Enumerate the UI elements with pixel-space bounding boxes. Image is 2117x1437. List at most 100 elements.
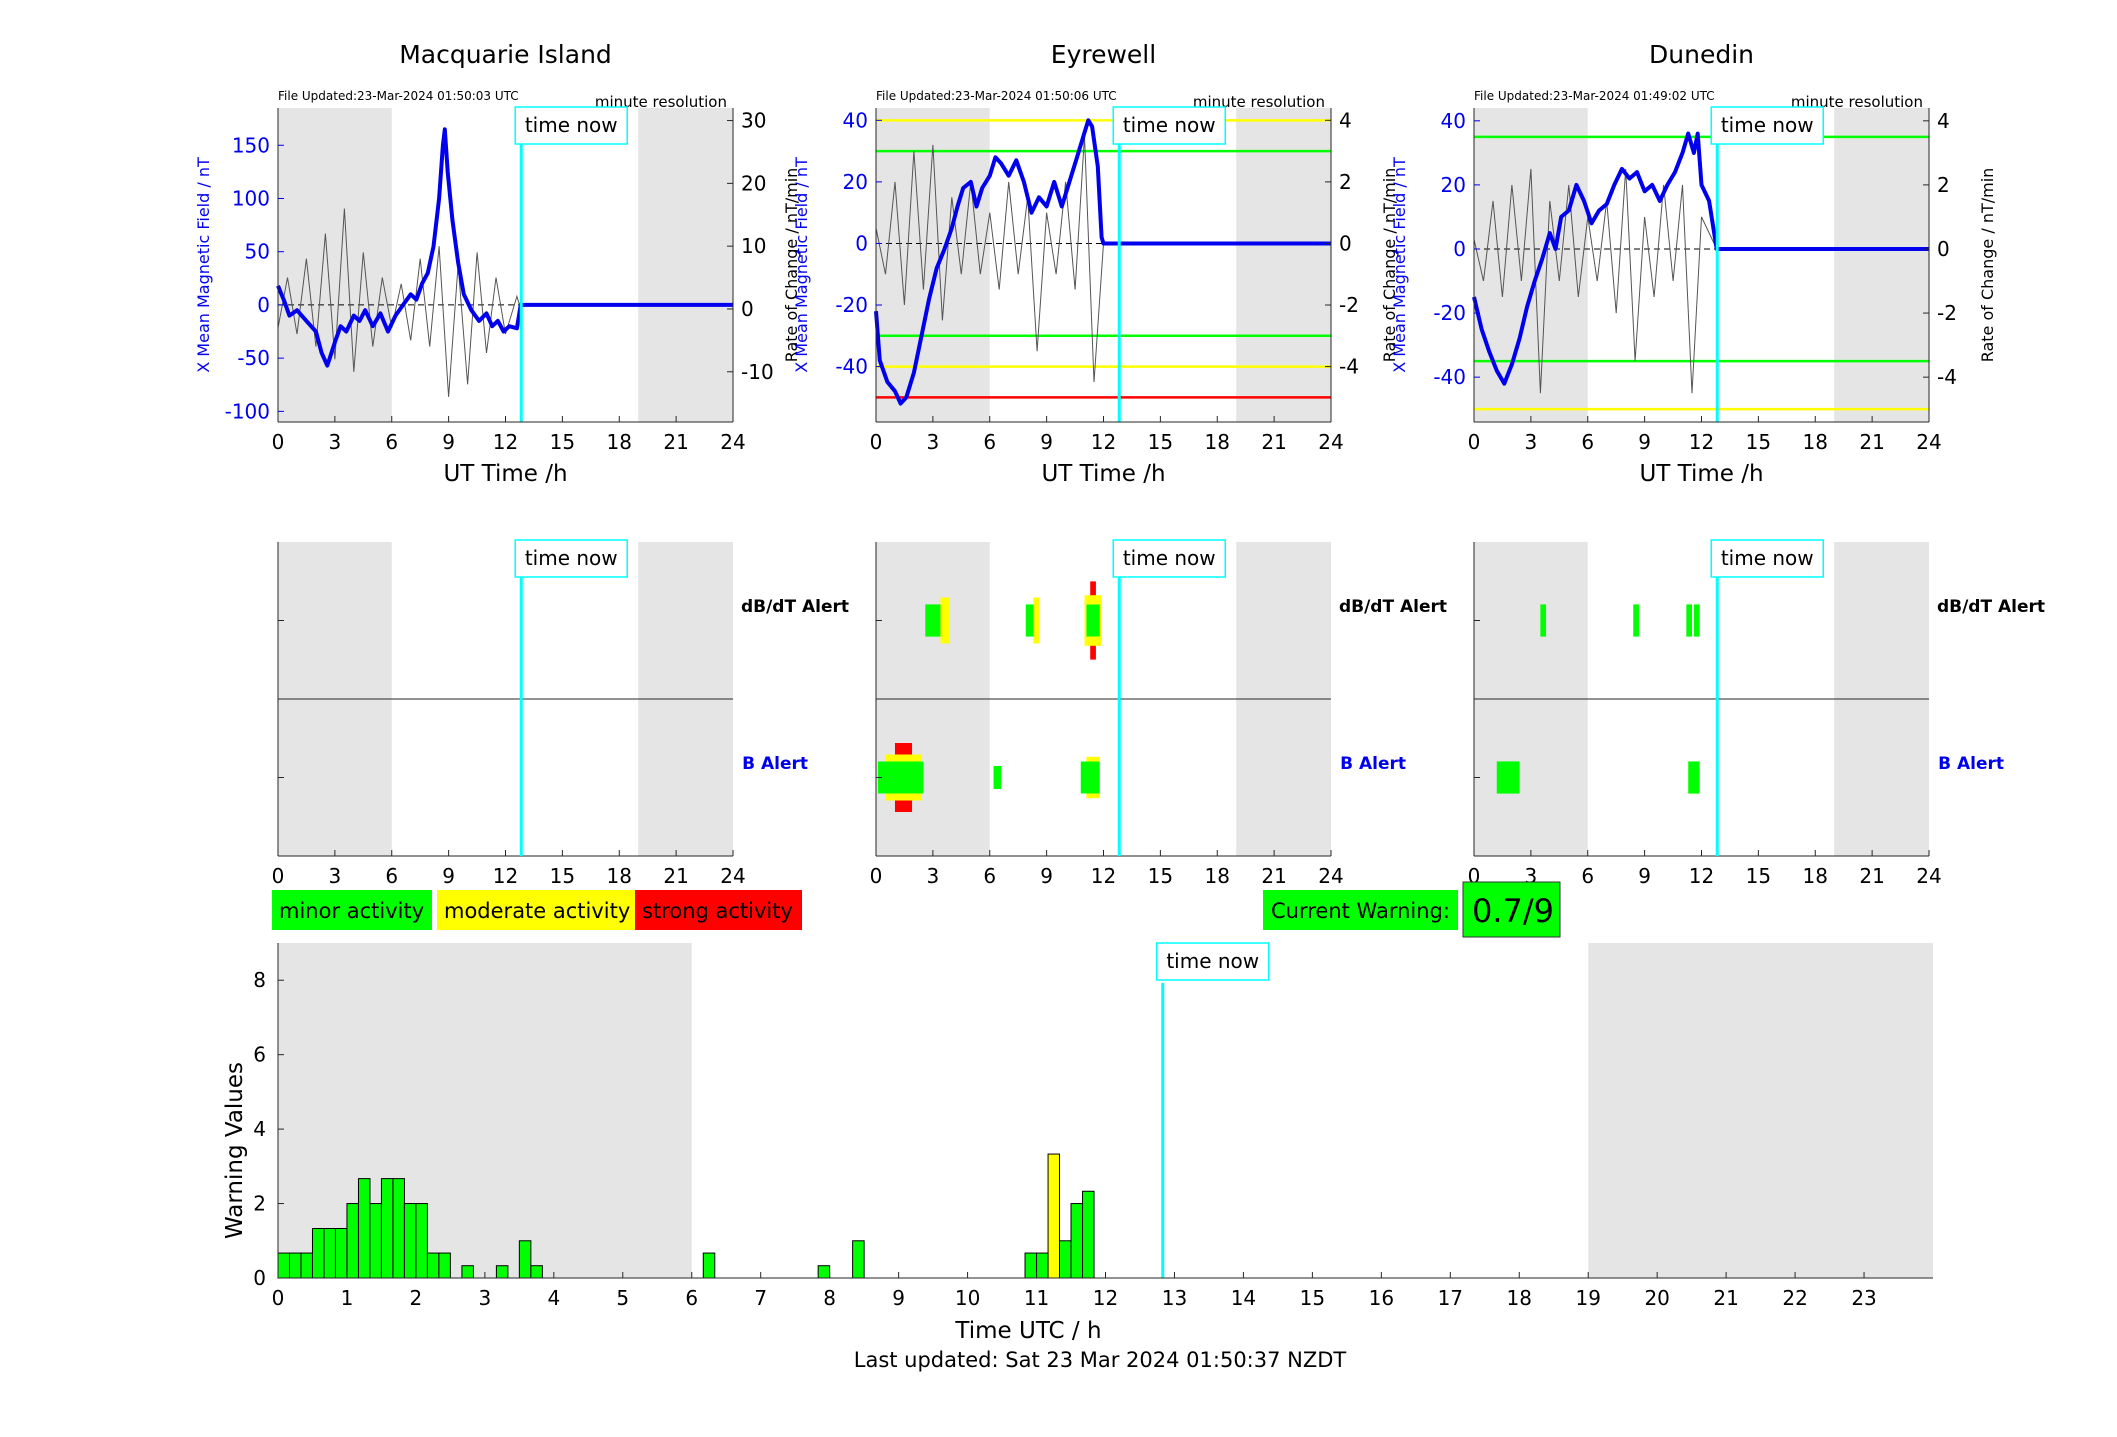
x-tick-label: 18 (1803, 430, 1828, 454)
x-tick-label: 21 (1261, 430, 1286, 454)
x-tick-label: 9 (1638, 430, 1651, 454)
dbdt-alert-label: dB/dT Alert (1339, 597, 1447, 617)
alert-time-now-box (1710, 539, 1824, 578)
right-axis-label: Rate of Change / nT/min (1380, 168, 1399, 363)
dbdt-alert-block (1025, 604, 1034, 637)
x-tick-label: 3 (329, 430, 342, 454)
x-tick-label: 0 (870, 430, 883, 454)
warning-night-shading (278, 943, 692, 1278)
alert-x-tick-label: 12 (1689, 864, 1714, 888)
left-tick-label: 40 (1441, 109, 1466, 133)
station-panel-2: Dunedin File Updated:23-Mar-2024 01:49:02… (1390, 40, 2045, 888)
activity-legend: minor activity moderate activity strong … (272, 890, 802, 930)
x-tick-label: 24 (1318, 430, 1343, 454)
alert-x-tick-label: 12 (493, 864, 518, 888)
current-warning-value: 0.7/9 (1472, 892, 1554, 930)
x-axis-label: UT Time /h (443, 461, 567, 487)
warning-bar (426, 1252, 440, 1279)
warning-bar (702, 1252, 716, 1279)
rate-of-change-line (875, 135, 1104, 383)
warning-x-tick-label: 4 (547, 1286, 560, 1310)
legend-minor-label: minor activity (279, 899, 424, 923)
right-tick-label: 2 (1937, 173, 1950, 197)
warning-x-tick-label: 10 (955, 1286, 980, 1310)
current-warning-label: Current Warning: (1271, 899, 1450, 923)
warning-x-tick-label: 16 (1369, 1286, 1394, 1310)
left-tick-label: 40 (843, 108, 868, 132)
alert-time-now-box (514, 539, 628, 578)
left-axis-label: X Mean Magnetic Field / nT (1390, 157, 1409, 373)
alert-x-tick-label: 21 (1859, 864, 1884, 888)
station-panels: Macquarie Island File Updated:23-Mar-2024… (194, 40, 2045, 888)
right-tick-label: 4 (1937, 109, 1950, 133)
legend-strong-label: strong activity (642, 899, 793, 923)
warning-bar (415, 1203, 428, 1279)
warning-y-tick-label: 8 (253, 968, 266, 992)
warning-x-tick-label: 6 (685, 1286, 698, 1310)
alert-x-tick-label: 3 (329, 864, 342, 888)
alert-x-tick-label: 12 (1091, 864, 1116, 888)
left-axis-label: X Mean Magnetic Field / nT (792, 157, 811, 373)
station-title: Macquarie Island (399, 40, 612, 69)
dbdt-alert-block (1540, 604, 1547, 637)
warning-bar (852, 1240, 865, 1279)
alert-x-tick-label: 15 (1746, 864, 1771, 888)
time-now-label: time now (1721, 113, 1814, 137)
station-panel-0: Macquarie Island File Updated:23-Mar-2024… (194, 40, 849, 888)
b-alert-block (1688, 761, 1700, 794)
dbdt-alert-label: dB/dT Alert (1937, 597, 2045, 617)
current-warning-label-box (1263, 890, 1458, 930)
b-alert-block (1496, 761, 1520, 794)
warning-x-tick-label: 3 (479, 1286, 492, 1310)
alert-time-now-label: time now (1123, 546, 1216, 570)
alert-x-tick-label: 18 (1205, 864, 1230, 888)
x-tick-label: 21 (663, 430, 688, 454)
station-title: Dunedin (1649, 40, 1754, 69)
right-tick-label: -2 (1937, 301, 1957, 325)
alert-x-tick-label: 3 (927, 864, 940, 888)
alert-time-now-box (1112, 539, 1226, 578)
right-tick-label: 0 (741, 297, 754, 321)
dbdt-alert-label: dB/dT Alert (741, 597, 849, 617)
warning-bar (1082, 1190, 1095, 1279)
night-shading (876, 108, 990, 422)
left-tick-label: 100 (232, 186, 270, 210)
warning-x-tick-label: 17 (1438, 1286, 1463, 1310)
x-tick-label: 6 (983, 430, 996, 454)
warning-x-tick-label: 13 (1162, 1286, 1187, 1310)
time-now-label: time now (525, 113, 618, 137)
right-axis-label: Rate of Change / nT/min (782, 168, 801, 363)
alert-x-tick-label: 0 (272, 864, 285, 888)
last-updated: Last updated: Sat 23 Mar 2024 01:50:37 N… (854, 1348, 1347, 1372)
x-tick-label: 12 (493, 430, 518, 454)
dbdt-alert-block (940, 597, 950, 644)
dbdt-alert-block (1693, 604, 1700, 637)
right-tick-label: 0 (1937, 237, 1950, 261)
right-tick-label: 30 (741, 109, 766, 133)
right-tick-label: 2 (1339, 170, 1352, 194)
warning-x-tick-label: 22 (1782, 1286, 1807, 1310)
warning-x-tick-label: 7 (754, 1286, 767, 1310)
right-tick-label: 4 (1339, 108, 1352, 132)
warning-bar (495, 1265, 509, 1279)
warning-night-shading (1588, 943, 1933, 1278)
warning-bar (530, 1265, 543, 1279)
dbdt-alert-block (1084, 595, 1087, 646)
alert-x-tick-label: 9 (1638, 864, 1651, 888)
x-tick-label: 9 (1040, 430, 1053, 454)
right-tick-label: -10 (741, 360, 774, 384)
legend-minor-swatch (272, 890, 432, 930)
right-axis-label: Rate of Change / nT/min (1978, 168, 1997, 363)
left-tick-label: -20 (1433, 301, 1466, 325)
night-shading (638, 108, 733, 422)
warning-bar (1024, 1252, 1038, 1279)
b-alert-block (993, 766, 1002, 789)
left-tick-label: -40 (835, 355, 868, 379)
x-tick-label: 15 (1148, 430, 1173, 454)
warning-x-tick-label: 19 (1575, 1286, 1600, 1310)
x-tick-label: 0 (272, 430, 285, 454)
alert-x-tick-label: 15 (1148, 864, 1173, 888)
alert-x-tick-label: 0 (870, 864, 883, 888)
legend-moderate-label: moderate activity (444, 899, 630, 923)
x-tick-label: 15 (550, 430, 575, 454)
